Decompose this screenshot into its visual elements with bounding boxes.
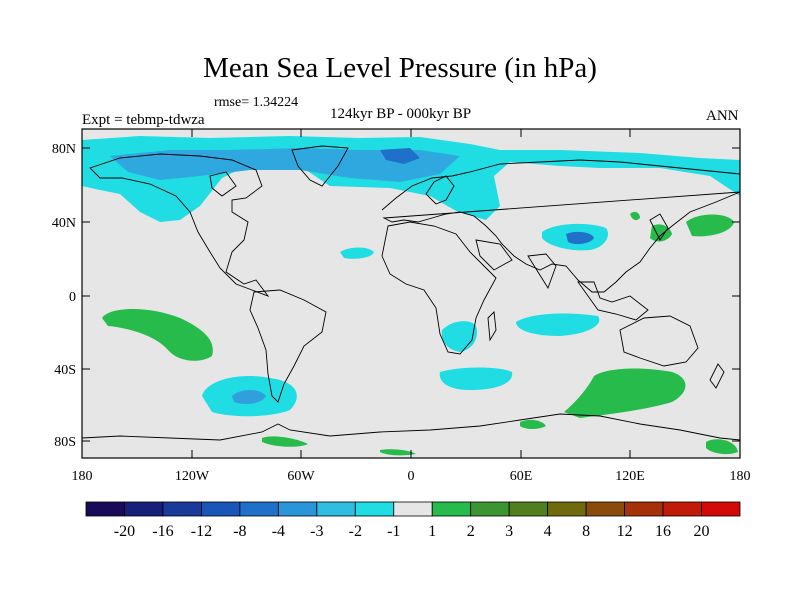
colorbar-label: -1 bbox=[387, 523, 400, 540]
coastline-australia bbox=[619, 315, 699, 367]
cyan-region-indian-ocean bbox=[516, 313, 600, 336]
green-region-japan bbox=[650, 224, 672, 242]
blue-region-central-asia bbox=[566, 231, 594, 245]
lon-label-60e: 60E bbox=[510, 469, 533, 484]
colorbar-swatch bbox=[547, 501, 587, 517]
colorbar-label: -3 bbox=[310, 523, 323, 540]
darkblue-region-arctic bbox=[380, 148, 420, 164]
lat-label-40s: 40S bbox=[54, 363, 76, 378]
colorbar-label: 16 bbox=[655, 523, 671, 540]
lat-axis bbox=[82, 147, 740, 442]
colorbar-swatch bbox=[277, 501, 318, 517]
blue-region-south-pacific bbox=[232, 390, 266, 404]
coastline-arabia bbox=[475, 239, 513, 271]
colorbar: -20 -16 -12 -8 -4 -3 -2 -1 1 2 3 4 8 12 16 20 bbox=[85, 501, 741, 540]
coastline-africa bbox=[381, 221, 497, 355]
colorbar-label: -4 bbox=[272, 523, 285, 540]
colorbar-label: 12 bbox=[617, 523, 633, 540]
colorbar-swatch bbox=[393, 501, 433, 517]
coastline-greenland bbox=[291, 145, 349, 187]
colorbar-swatch bbox=[624, 501, 664, 517]
cyan-region-atlantic bbox=[340, 247, 374, 259]
coastline-north-america bbox=[89, 153, 270, 297]
colorbar-label: 3 bbox=[505, 523, 513, 540]
coastlines bbox=[81, 145, 741, 441]
green-region-siberia bbox=[630, 211, 640, 221]
lat-label-80n: 80N bbox=[52, 142, 76, 157]
colorbar-label: 20 bbox=[694, 523, 710, 540]
coastline-madagascar bbox=[487, 311, 497, 342]
lon-label-120w: 120W bbox=[175, 469, 210, 484]
coastline-eurasia bbox=[381, 159, 741, 293]
season-label: ANN bbox=[706, 108, 739, 124]
colorbar-swatch bbox=[508, 501, 549, 517]
coastline-scandinavia bbox=[425, 175, 455, 205]
green-region-antarctic-2 bbox=[380, 449, 416, 456]
lon-label-0: 0 bbox=[408, 469, 415, 484]
map-title: Mean Sea Level Pressure (in hPa) bbox=[203, 52, 597, 84]
period-label: 124kyr BP - 000kyr BP bbox=[330, 106, 472, 122]
colorbar-swatch bbox=[701, 501, 741, 517]
green-region-antarctic-4 bbox=[520, 419, 546, 429]
coastline-japan bbox=[649, 213, 669, 241]
coastline-hudson bbox=[209, 171, 237, 197]
green-region-antarctic-1 bbox=[262, 436, 308, 447]
anomaly-fields bbox=[82, 136, 740, 456]
lon-label-120e: 120E bbox=[615, 469, 645, 484]
colorbar-swatch bbox=[201, 501, 241, 517]
cyan-region-south-indian bbox=[439, 367, 513, 390]
colorbar-swatch bbox=[124, 501, 164, 517]
coastline-south-america bbox=[249, 289, 327, 403]
lon-label-60w: 60W bbox=[287, 469, 315, 484]
colorbar-label: -2 bbox=[349, 523, 362, 540]
green-region-north-pacific bbox=[686, 214, 734, 237]
colorbar-swatch bbox=[585, 501, 625, 517]
lat-label-80s: 80S bbox=[54, 435, 76, 450]
lon-label-180w: 180 bbox=[72, 469, 93, 484]
blue-region-arctic bbox=[110, 148, 460, 182]
experiment-label: Expt = tebmp-tdwza bbox=[82, 112, 205, 128]
colorbar-label: -16 bbox=[152, 523, 173, 540]
colorbar-label: -20 bbox=[114, 523, 135, 540]
rmse-label: rmse= 1.34224 bbox=[214, 95, 299, 110]
colorbar-swatch bbox=[354, 501, 395, 517]
colorbar-swatch bbox=[239, 501, 279, 517]
colorbar-swatch bbox=[162, 501, 202, 517]
lat-label-0: 0 bbox=[69, 290, 76, 305]
colorbar-swatch bbox=[85, 501, 125, 517]
colorbar-label: 1 bbox=[428, 523, 436, 540]
green-region-pacific bbox=[102, 309, 213, 361]
coastline-antarctica bbox=[81, 413, 741, 441]
colorbar-swatch bbox=[431, 501, 472, 517]
colorbar-swatch bbox=[662, 501, 702, 517]
coastline-southeast-asia bbox=[577, 281, 649, 321]
colorbar-swatch bbox=[470, 501, 510, 517]
lon-label-180e: 180 bbox=[730, 469, 751, 484]
coastline-india bbox=[527, 253, 557, 290]
colorbar-label: 8 bbox=[582, 523, 590, 540]
green-region-antarctic-3 bbox=[706, 439, 738, 455]
lat-label-40n: 40N bbox=[52, 216, 76, 231]
colorbar-label: 4 bbox=[544, 523, 552, 540]
colorbar-label: -8 bbox=[233, 523, 246, 540]
colorbar-label: 2 bbox=[467, 523, 475, 540]
colorbar-label: -12 bbox=[191, 523, 212, 540]
lon-axis bbox=[81, 129, 631, 458]
green-region-southern-ocean bbox=[564, 368, 686, 418]
colorbar-swatch bbox=[316, 501, 356, 517]
coastline-new-zealand bbox=[709, 363, 725, 389]
